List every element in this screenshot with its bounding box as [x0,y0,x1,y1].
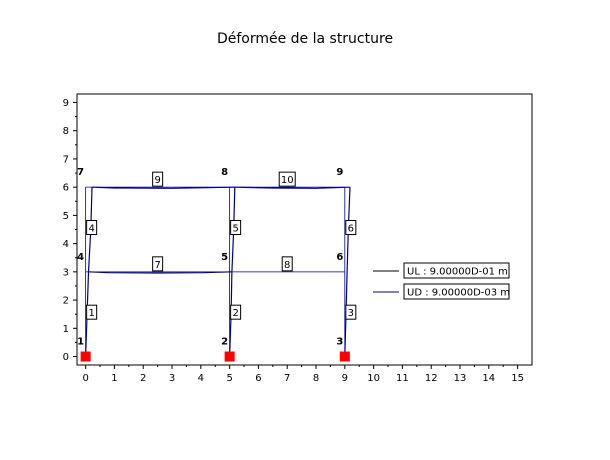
element-label-box [345,220,357,235]
y-tick-label: 4 [63,239,69,250]
x-tick-label: 7 [284,373,290,384]
support-marker [224,351,235,362]
element-label-box [230,304,242,320]
x-tick-label: 10 [367,373,380,384]
x-tick-label: 6 [255,373,261,384]
x-tick-label: 13 [454,373,467,384]
x-tick-label: 11 [396,373,409,384]
support-marker [80,351,91,362]
deformed-shape-line [88,271,232,274]
support-marker [339,351,350,362]
y-tick-label: 0 [63,352,69,363]
y-tick-label: 2 [63,296,69,307]
element-label-box [281,256,293,272]
node-label: 1 [77,337,84,348]
legend-label: UD : 9.00000D-03 m [407,288,510,299]
x-tick-label: 5 [226,373,232,384]
element-label-box [86,304,98,320]
element-label-box [278,171,296,187]
element-label: 2 [232,308,238,319]
element-label: 1 [88,308,94,319]
element-label-box [345,304,357,320]
y-tick-label: 5 [63,211,69,222]
node-label: 4 [77,252,84,263]
element-label: 6 [348,224,354,235]
y-tick-label: 7 [63,154,69,165]
y-tick-label: 3 [63,267,69,278]
legend-label: UL : 9.00000D-01 m [407,267,508,278]
element-label-box [86,220,98,235]
element-label: 5 [232,224,238,235]
element-label-box [230,220,242,235]
x-tick-label: 0 [82,373,88,384]
y-tick-label: 1 [63,324,69,335]
x-tick-label: 12 [425,373,438,384]
deformed-shape-line [344,187,351,357]
x-tick-label: 9 [342,373,348,384]
x-tick-label: 8 [313,373,319,384]
legend-label-box [403,262,510,279]
node-label: 7 [77,167,84,178]
figure-title: Déformée de la structure [217,31,393,47]
node-label: 6 [336,252,343,263]
x-tick-label: 3 [169,373,175,384]
x-tick-label: 14 [482,373,495,384]
x-tick-label: 2 [140,373,146,384]
node-label: 3 [336,337,343,348]
node-label: 2 [221,337,228,348]
element-label-box [152,171,164,187]
node-label: 8 [221,167,228,178]
element-label-box [152,256,164,272]
y-tick-label: 8 [63,126,69,137]
element-label: 3 [348,308,354,319]
element-label: 7 [154,260,160,271]
element-label: 8 [284,260,290,271]
element-label: 10 [281,175,294,186]
element-label: 4 [88,224,94,235]
x-tick-label: 1 [111,373,117,384]
x-tick-label: 15 [511,373,524,384]
node-label: 5 [221,252,228,263]
deformed-shape-line [234,186,351,189]
element-label: 9 [154,175,160,186]
y-tick-label: 9 [63,98,69,109]
legend-label-box [403,283,510,300]
y-tick-label: 6 [63,183,69,194]
node-label: 9 [336,167,343,178]
x-tick-label: 4 [198,373,204,384]
deformed-shape-line [91,186,235,189]
